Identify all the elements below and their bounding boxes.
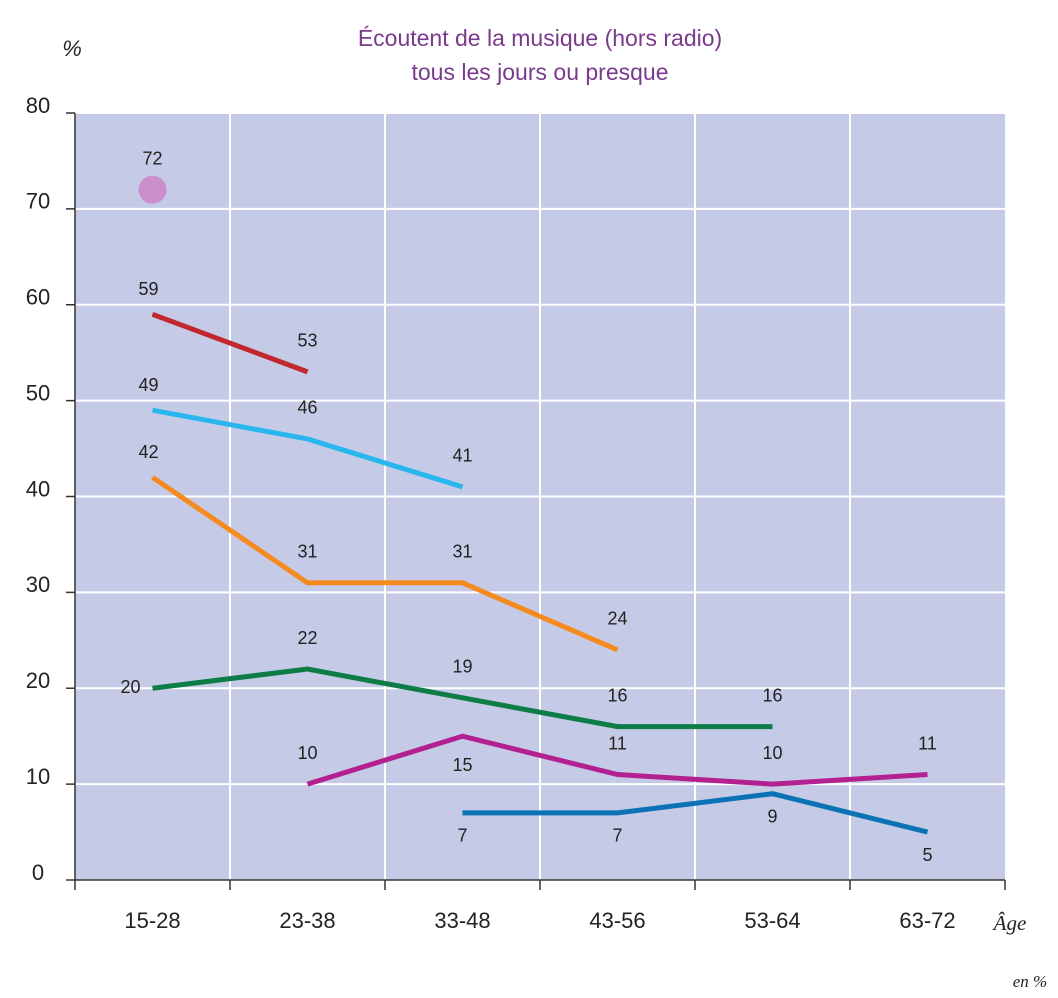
data-label: 31 <box>452 542 472 562</box>
series-line <box>306 733 928 787</box>
data-label: 16 <box>762 685 782 705</box>
series-line <box>151 311 309 375</box>
data-label: 19 <box>452 657 472 677</box>
series-line <box>152 407 464 490</box>
y-tick-label: 60 <box>26 285 50 310</box>
data-label: 9 <box>767 806 777 826</box>
series-line <box>462 791 929 835</box>
x-tick-label: 15-28 <box>124 908 180 933</box>
y-tick-label: 50 <box>26 380 50 405</box>
x-tick-label: 23-38 <box>279 908 335 933</box>
data-label: 10 <box>762 743 782 763</box>
data-label: 41 <box>452 446 472 466</box>
data-label: 31 <box>297 542 317 562</box>
y-tick-label: 0 <box>32 860 44 885</box>
data-label: 59 <box>138 279 158 299</box>
y-tick-label: 80 <box>26 93 50 118</box>
y-tick-label: 30 <box>26 572 50 597</box>
x-tick-label: 33-48 <box>434 908 490 933</box>
chart-subtitle: tous les jours ou presque <box>412 59 669 85</box>
data-label: 49 <box>138 375 158 395</box>
y-tick-label: 10 <box>26 764 50 789</box>
data-label: 16 <box>607 685 627 705</box>
data-label: 72 <box>142 148 162 168</box>
x-tick-label: 63-72 <box>899 908 955 933</box>
data-label: 42 <box>138 442 158 462</box>
data-label: 24 <box>607 609 627 629</box>
data-label: 15 <box>452 755 472 775</box>
data-label: 22 <box>297 628 317 648</box>
y-tick-label: 70 <box>26 189 50 214</box>
data-label: 20 <box>120 677 140 697</box>
y-tick-label: 40 <box>26 476 50 501</box>
note: en % <box>1013 972 1047 991</box>
data-label: 11 <box>918 733 937 753</box>
chart-title: Écoutent de la musique (hors radio) <box>358 25 722 51</box>
y-axis-label: % <box>62 36 82 61</box>
series-line <box>152 666 773 730</box>
data-label: 11 <box>608 733 627 753</box>
data-label: 7 <box>612 826 622 846</box>
y-tick-label: 20 <box>26 668 50 693</box>
x-tick-label: 53-64 <box>744 908 800 933</box>
data-point <box>138 175 167 204</box>
x-axis-label: Âge <box>992 911 1027 935</box>
x-tick-label: 43-56 <box>589 908 645 933</box>
series-line <box>151 475 619 653</box>
data-label: 53 <box>297 331 317 351</box>
data-label: 46 <box>297 398 317 418</box>
data-label: 5 <box>922 845 932 865</box>
data-label: 10 <box>297 743 317 763</box>
data-label: 7 <box>457 826 467 846</box>
